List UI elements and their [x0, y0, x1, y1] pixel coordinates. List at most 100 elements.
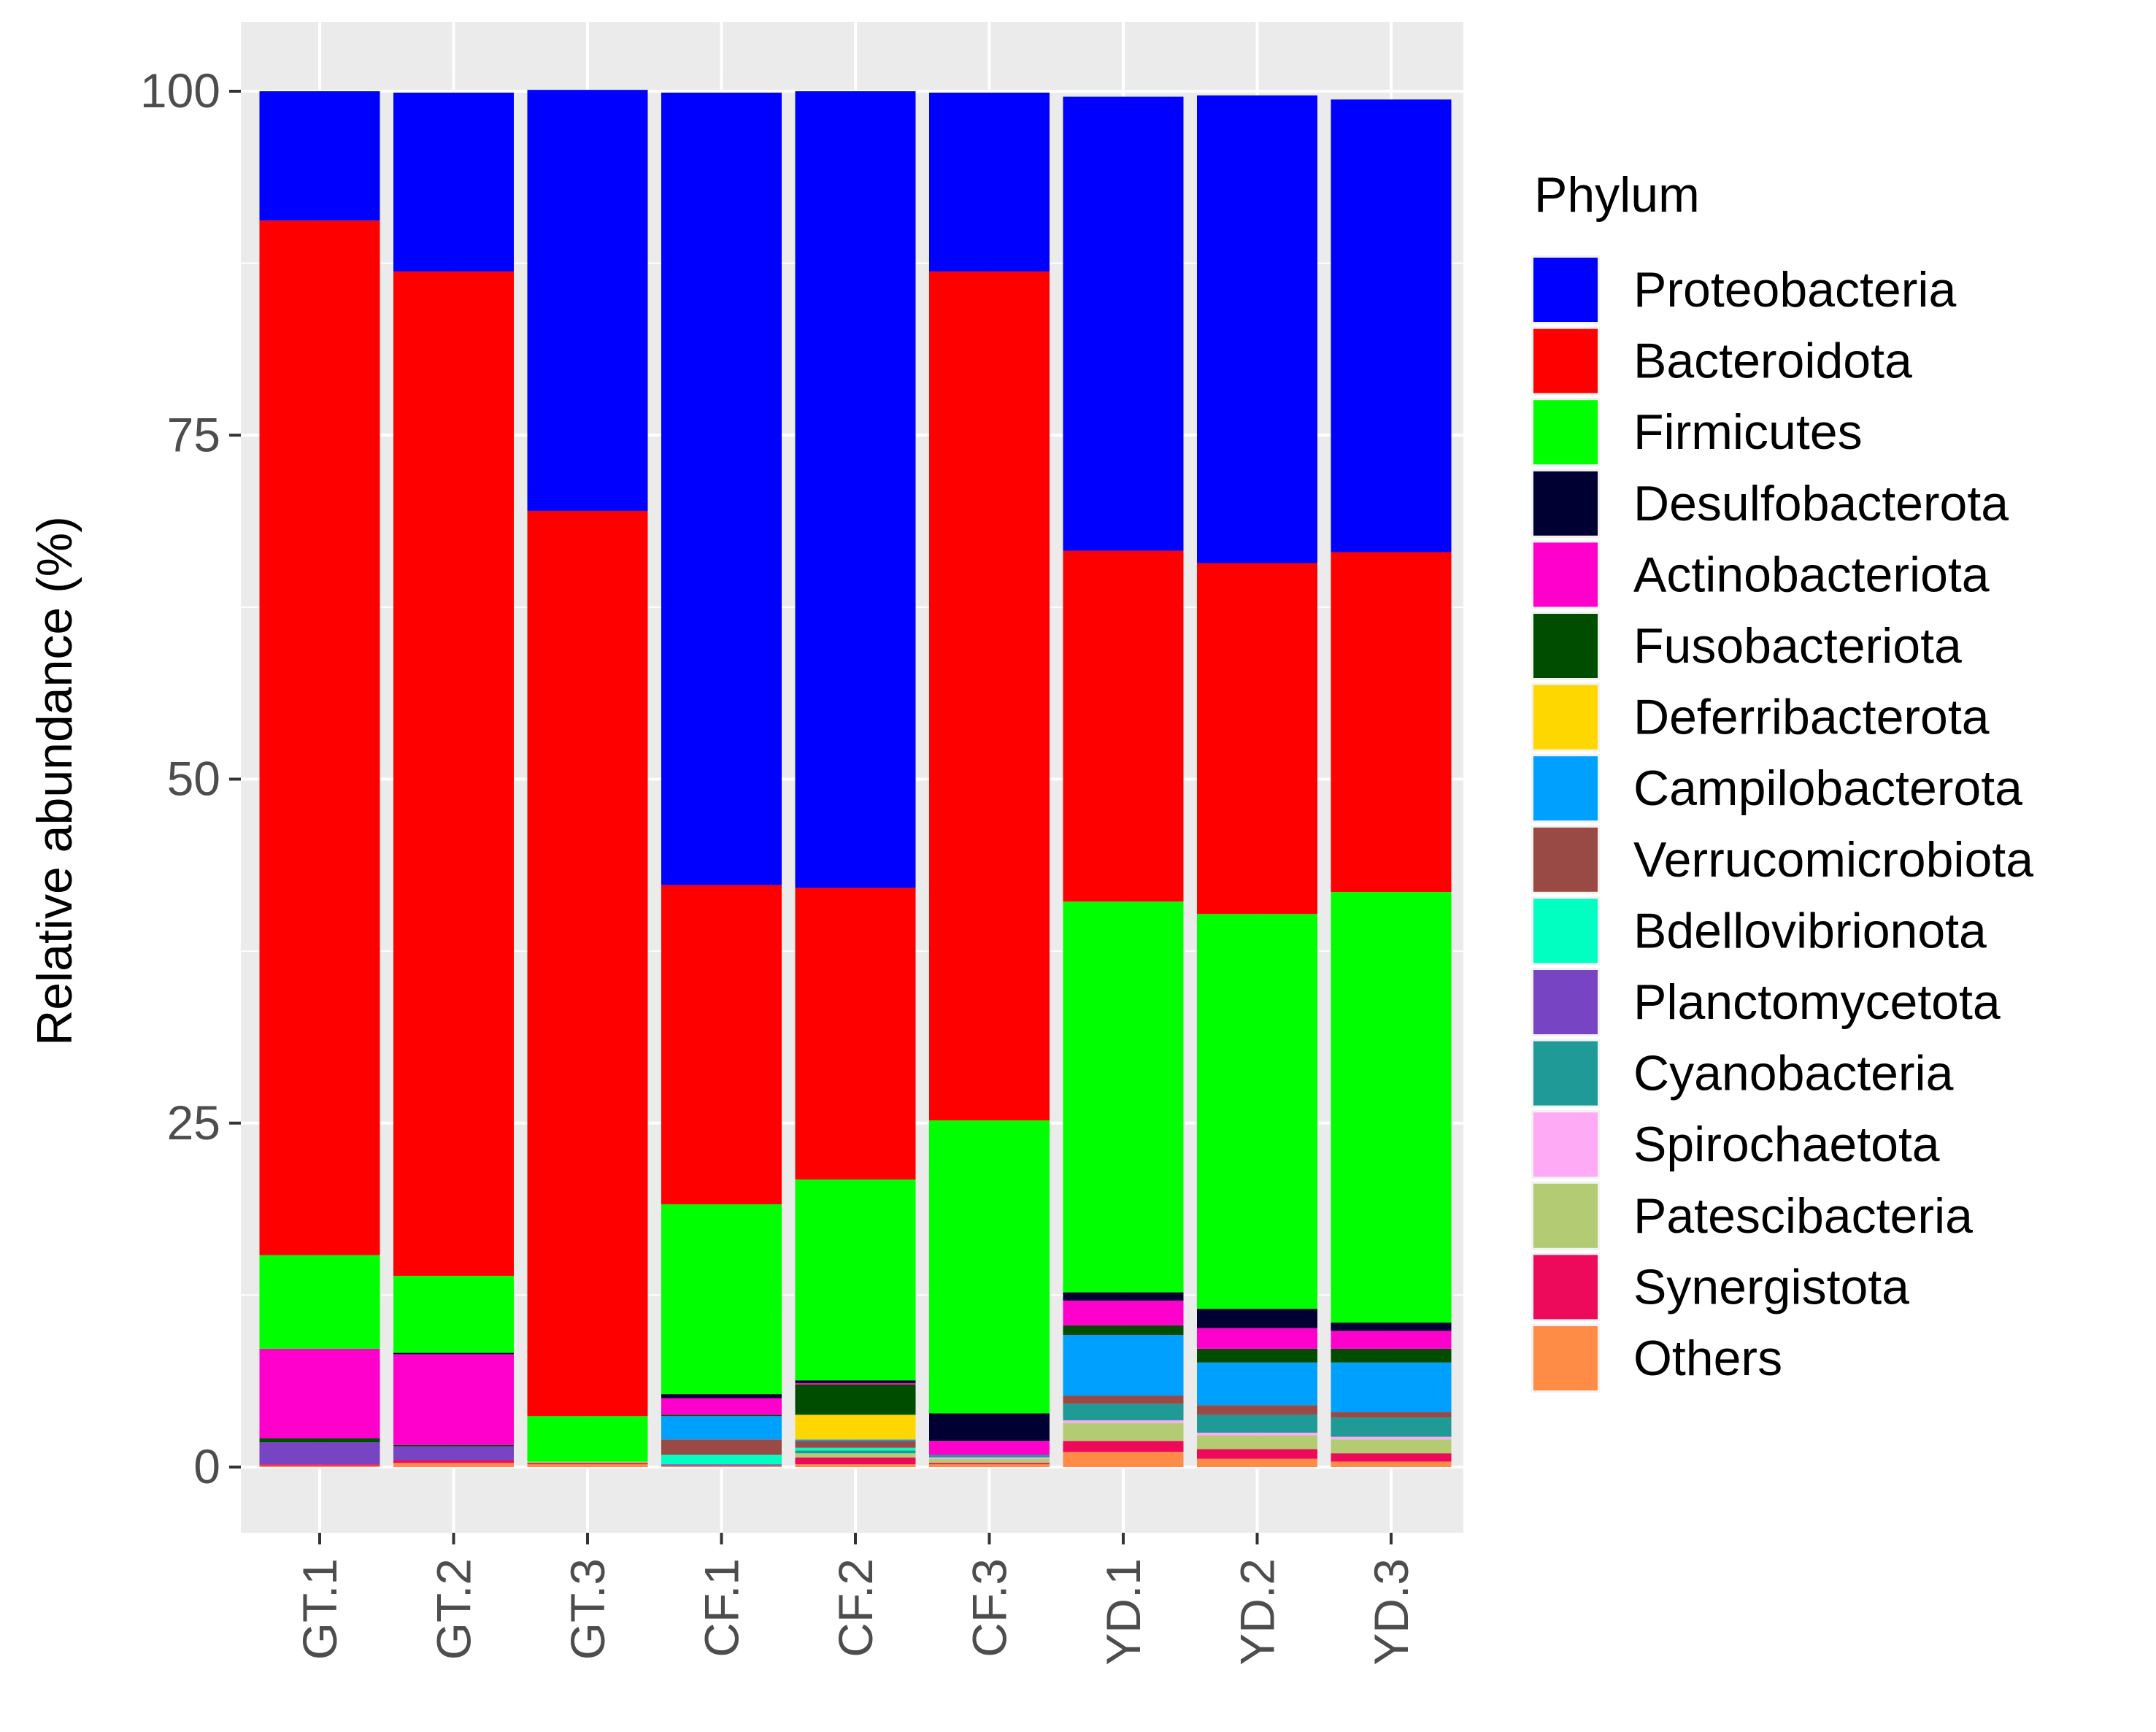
bar-segment-desulfobacterota-cf-3 — [929, 1413, 1050, 1442]
bar-segment-desulfobacterota-gt-2 — [393, 1352, 514, 1355]
bars-group — [259, 90, 1452, 1467]
bar-segment-proteobacteria-gt-1 — [259, 91, 380, 221]
bar-segment-planctomycetota-gt-2 — [393, 1446, 514, 1460]
bar-segment-synergistota-cf-3 — [929, 1463, 1050, 1465]
bar-segment-actinobacteriota-gt-1 — [259, 1348, 380, 1439]
bar-segment-synergistota-gt-3 — [527, 1463, 648, 1465]
y-tick-label: 75 — [167, 407, 220, 461]
legend-swatch-patescibacteria — [1533, 1183, 1598, 1248]
bar-segment-fusobacteriota-cf-1 — [661, 1415, 782, 1417]
bar-segment-campilobacterota-yd-1 — [1063, 1335, 1184, 1396]
legend-label-bdellovibrionota: Bdellovibrionota — [1633, 903, 1987, 958]
legend-label-deferribacterota: Deferribacterota — [1633, 690, 1990, 745]
legend-label-planctomycetota: Planctomycetota — [1633, 974, 2001, 1030]
legend-swatch-campilobacterota — [1533, 756, 1598, 821]
x-tick-label: YD.2 — [1231, 1558, 1285, 1666]
bar-segment-fusobacteriota-gt-2 — [393, 1444, 514, 1447]
bar-segment-firmicutes-yd-1 — [1063, 901, 1184, 1293]
bar-segment-synergistota-yd-3 — [1331, 1453, 1452, 1462]
bar-segment-actinobacteriota-yd-1 — [1063, 1300, 1184, 1325]
axes-group: 0 25 50 75 100 GT.1 GT.2 GT.3 CF.1 CF.2 CF.3 YD.1 YD… — [140, 63, 1418, 1666]
legend-swatch-verrucomicrobiota — [1533, 827, 1598, 892]
bar-segment-synergistota-yd-1 — [1063, 1441, 1184, 1452]
x-tick-label: YD.3 — [1364, 1558, 1418, 1666]
bar-segment-cyanobacteria-yd-2 — [1197, 1415, 1317, 1433]
bar-segment-proteobacteria-yd-3 — [1331, 99, 1452, 553]
bar-segment-synergistota-gt-1 — [259, 1464, 380, 1466]
legend-swatch-cyanobacteria — [1533, 1041, 1598, 1106]
bar-segment-firmicutes-cf-3 — [929, 1120, 1050, 1414]
bar-segment-desulfobacterota-cf-2 — [795, 1380, 916, 1384]
bar-segment-spirochaetota-cf-3 — [929, 1457, 1050, 1459]
legend-label-spirochaetota: Spirochaetota — [1633, 1117, 1940, 1172]
legend-label-patescibacteria: Patescibacteria — [1633, 1188, 1973, 1244]
bar-segment-proteobacteria-gt-3 — [527, 90, 648, 511]
bar-segment-patescibacteria-yd-3 — [1331, 1439, 1452, 1454]
legend-swatch-synergistota — [1533, 1255, 1598, 1320]
bar-segment-cyanobacteria-yd-3 — [1331, 1417, 1452, 1437]
bar-segment-bacteroidota-gt-2 — [393, 271, 514, 1276]
x-tick-label: CF.3 — [963, 1558, 1017, 1658]
bar-segment-firmicutes-gt-1 — [259, 1255, 380, 1349]
bar-segment-fusobacteriota-gt-1 — [259, 1438, 380, 1443]
y-axis-title: Relative abundance (%) — [27, 516, 82, 1046]
bar-segment-bacteroidota-cf-1 — [661, 885, 782, 1204]
bar-segment-others-gt-1 — [259, 1466, 380, 1467]
bar-segment-bacteroidota-yd-1 — [1063, 550, 1184, 902]
bar-segment-fusobacteriota-yd-2 — [1197, 1348, 1317, 1363]
legend-swatch-deferribacterota — [1533, 685, 1598, 750]
bar-segment-firmicutes-gt-3 — [527, 1416, 648, 1462]
legend-swatch-actinobacteriota — [1533, 542, 1598, 607]
bar-segment-proteobacteria-cf-1 — [661, 92, 782, 885]
legend-swatch-firmicutes — [1533, 400, 1598, 465]
bar-segment-proteobacteria-cf-3 — [929, 92, 1050, 272]
legend: Phylum Proteobacteria Bacteroidota Firmicu… — [1531, 167, 2033, 1393]
bar-segment-verrucomicrobiota-yd-3 — [1331, 1412, 1452, 1418]
bar-segment-bdellovibrionota-cf-2 — [795, 1447, 916, 1451]
x-tick-label: GT.2 — [427, 1558, 481, 1660]
bar-segment-synergistota-yd-2 — [1197, 1449, 1317, 1459]
bar-segment-firmicutes-cf-2 — [795, 1179, 916, 1381]
bar-segment-patescibacteria-yd-1 — [1063, 1423, 1184, 1442]
bar-segment-others-gt-2 — [393, 1463, 514, 1467]
y-tick-label: 100 — [140, 63, 220, 118]
bar-segment-synergistota-cf-2 — [795, 1457, 916, 1465]
legend-swatch-proteobacteria — [1533, 258, 1598, 322]
bar-segment-desulfobacterota-cf-1 — [661, 1394, 782, 1398]
bar-segment-others-yd-1 — [1063, 1452, 1184, 1467]
bar-segment-proteobacteria-yd-2 — [1197, 95, 1317, 563]
bar-segment-spirochaetota-yd-1 — [1063, 1420, 1184, 1423]
bar-segment-verrucomicrobiota-cf-2 — [795, 1441, 916, 1448]
x-tick-label: CF.1 — [695, 1558, 749, 1658]
bar-segment-campilobacterota-yd-3 — [1331, 1362, 1452, 1412]
x-tick-label: GT.3 — [561, 1558, 615, 1660]
bar-segment-firmicutes-yd-2 — [1197, 914, 1317, 1309]
legend-swatch-planctomycetota — [1533, 970, 1598, 1034]
x-tick-label: CF.2 — [828, 1558, 882, 1658]
legend-swatch-bacteroidota — [1533, 328, 1598, 393]
legend-label-cyanobacteria: Cyanobacteria — [1633, 1046, 1954, 1101]
bar-segment-bacteroidota-yd-3 — [1331, 552, 1452, 893]
bar-segment-cyanobacteria-cf-2 — [795, 1450, 916, 1454]
bar-segment-actinobacteriota-yd-3 — [1331, 1331, 1452, 1349]
bar-segment-verrucomicrobiota-cf-1 — [661, 1439, 782, 1455]
bar-segment-campilobacterota-yd-2 — [1197, 1362, 1317, 1406]
bar-segment-bacteroidota-cf-3 — [929, 271, 1050, 1120]
bar-segment-patescibacteria-gt-3 — [527, 1461, 648, 1463]
legend-label-others: Others — [1633, 1331, 1782, 1386]
bar-segment-others-yd-2 — [1197, 1458, 1317, 1467]
bar-segment-fusobacteriota-yd-1 — [1063, 1325, 1184, 1336]
bar-segment-synergistota-gt-2 — [393, 1460, 514, 1463]
legend-label-campilobacterota: Campilobacterota — [1633, 761, 2022, 816]
bar-segment-others-cf-2 — [795, 1464, 916, 1467]
bar-segment-bacteroidota-gt-3 — [527, 510, 648, 1417]
bar-segment-actinobacteriota-cf-2 — [795, 1383, 916, 1385]
bar-segment-actinobacteriota-gt-2 — [393, 1354, 514, 1445]
bar-segment-planctomycetota-gt-1 — [259, 1442, 380, 1465]
bar-segment-patescibacteria-yd-2 — [1197, 1435, 1317, 1450]
bar-segment-patescibacteria-cf-3 — [929, 1458, 1050, 1463]
bar-segment-proteobacteria-yd-1 — [1063, 96, 1184, 551]
bar-segment-cyanobacteria-yd-1 — [1063, 1404, 1184, 1420]
y-tick-label: 50 — [167, 752, 220, 806]
